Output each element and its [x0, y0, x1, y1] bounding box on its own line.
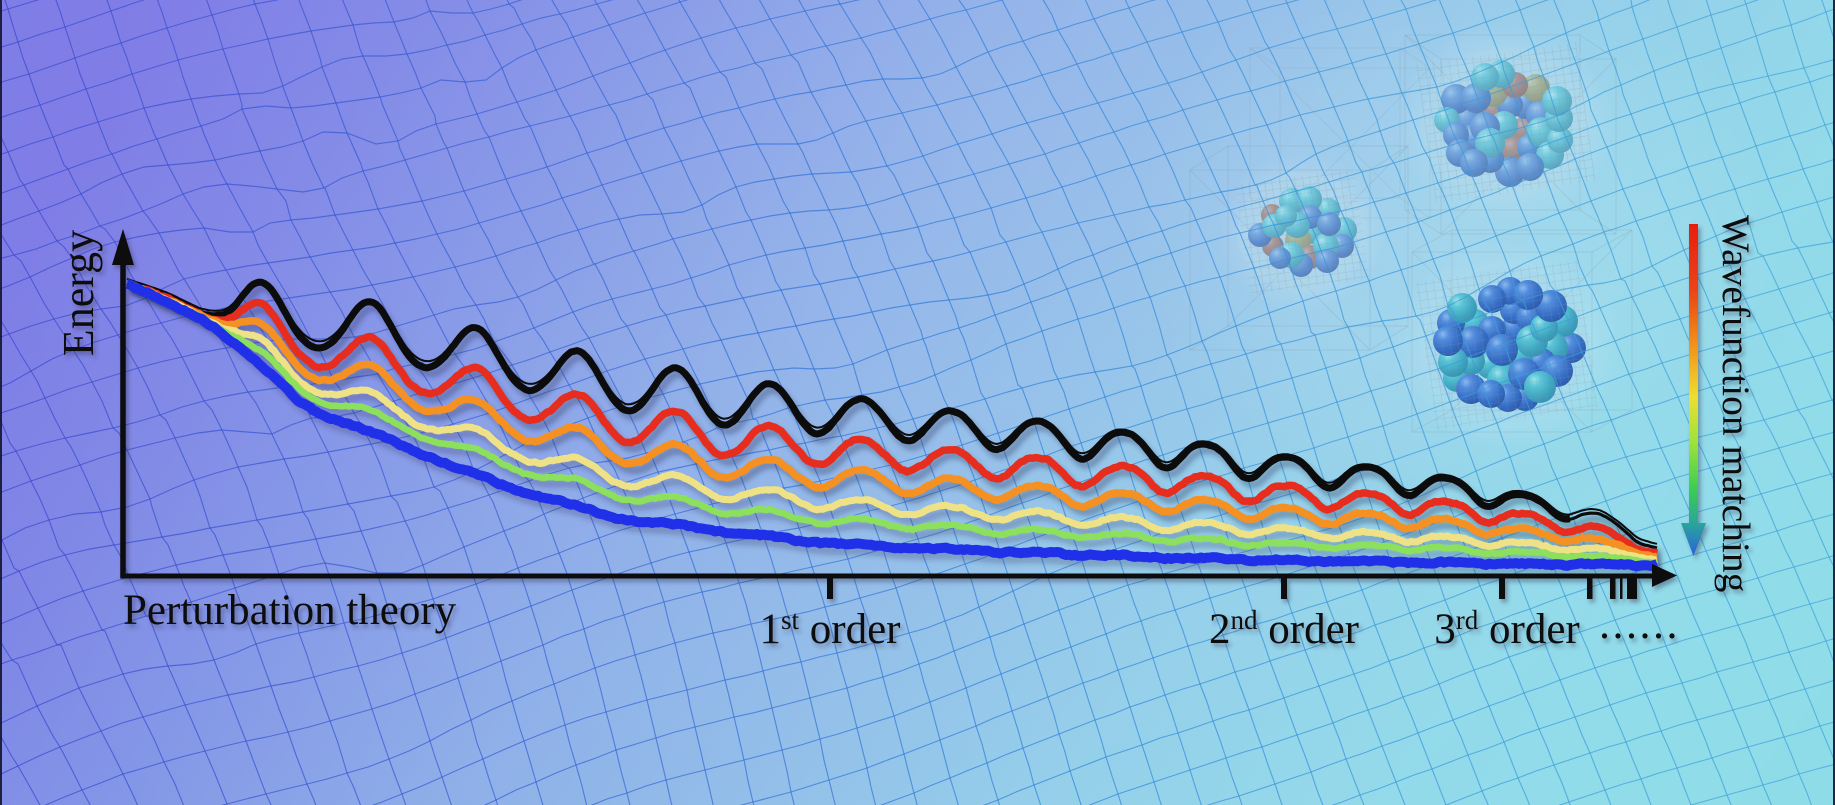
svg-text:Perturbation theory: Perturbation theory	[123, 587, 457, 634]
svg-text:Energy: Energy	[54, 230, 103, 356]
svg-text:1st order: 1st order	[760, 605, 901, 653]
svg-text:Wavefunction matching: Wavefunction matching	[1714, 215, 1758, 592]
svg-text:......: ......	[1599, 599, 1680, 648]
